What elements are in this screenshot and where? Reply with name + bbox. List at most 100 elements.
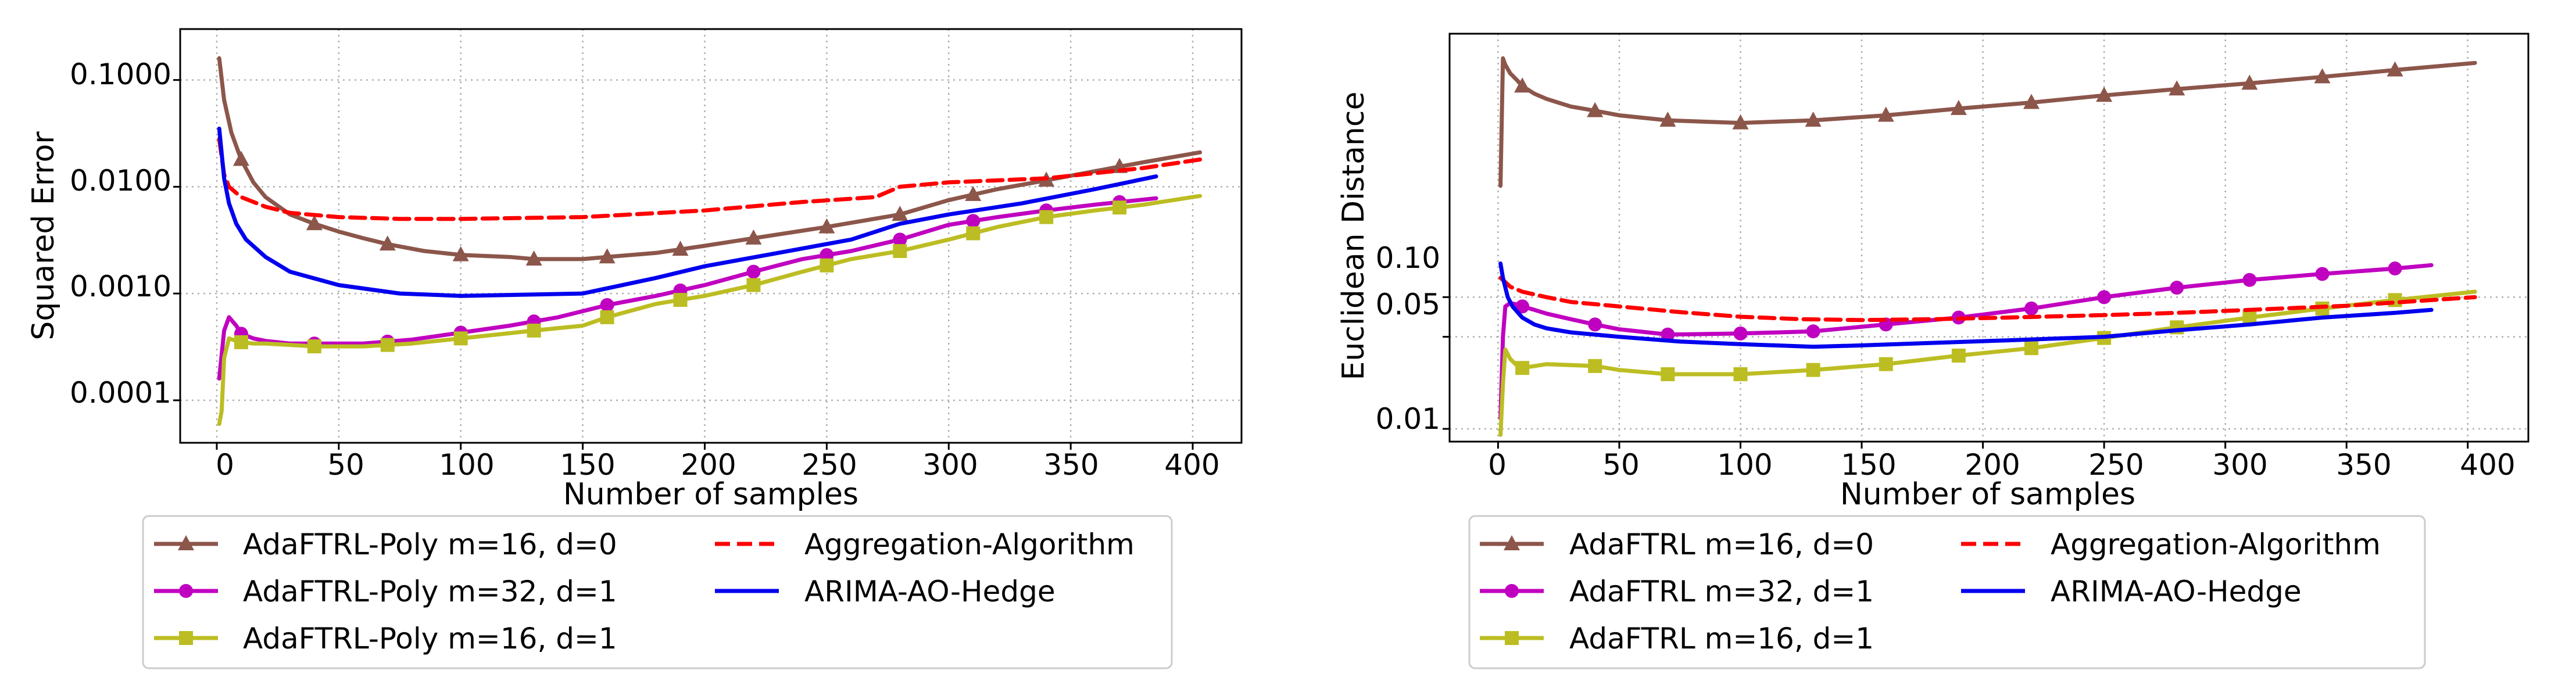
data-point-marker (745, 229, 762, 245)
data-point-marker (746, 278, 761, 292)
xtick-label: 100 (1717, 448, 1772, 482)
legend-label: ARIMA-AO-Hedge (804, 575, 1056, 608)
ytick-label: 0.01 (1376, 402, 1440, 436)
xtick-label: 200 (681, 448, 736, 482)
data-point-marker (893, 232, 907, 247)
data-point-marker (2241, 74, 2258, 90)
ytick-label: 0.0100 (70, 164, 171, 198)
data-point-marker (966, 226, 981, 241)
xtick-label: 250 (802, 448, 857, 482)
ytick-label: 0.05 (1376, 288, 1440, 321)
data-point-marker (1515, 361, 1530, 375)
data-point-marker (2097, 290, 2112, 304)
data-point-marker (2388, 293, 2402, 307)
legend-label: AdaFTRL m=16, d=0 (1569, 528, 1874, 561)
xtick-label: 400 (2460, 448, 2515, 482)
data-point-marker (1733, 367, 1748, 381)
data-point-marker (179, 631, 193, 645)
data-point-marker (2170, 281, 2184, 295)
data-point-marker (1588, 359, 1602, 373)
data-point-marker (818, 218, 835, 234)
series-line (1498, 56, 2477, 188)
data-point-marker (1588, 317, 1602, 332)
chart-euclidean-distance: 0.10 0.05 0.01 0 50 100 150 200 250 300 … (1336, 33, 2530, 669)
data-point-marker (2388, 261, 2402, 276)
data-point-marker (2169, 80, 2185, 96)
data-point-marker (453, 331, 468, 346)
data-point-marker (673, 293, 688, 307)
data-point-marker (2315, 267, 2330, 281)
series-line (1498, 289, 2477, 437)
xtick-label: 0 (216, 448, 234, 482)
data-point-marker (1733, 326, 1748, 341)
ticks (173, 79, 1194, 450)
data-point-marker (179, 584, 193, 598)
series-line (1498, 275, 2477, 322)
data-point-marker (306, 215, 323, 231)
ytick-label: 0.1000 (70, 58, 171, 91)
legend-label: AdaFTRL m=32, d=1 (1569, 575, 1874, 608)
data-point-marker (966, 214, 981, 228)
ytick-label: 0.0001 (70, 376, 171, 410)
data-point-marker (599, 248, 616, 264)
data-point-marker (1587, 102, 1604, 117)
legend-swatch (154, 535, 218, 550)
series-line (217, 126, 1158, 298)
legend-label: AdaFTRL-Poly m=32, d=1 (243, 575, 617, 608)
y-axis-label: Squared Error (26, 131, 61, 341)
gridlines (1450, 34, 2528, 442)
data-point-marker (746, 264, 761, 279)
series-line (217, 56, 1203, 261)
data-point-marker (892, 206, 908, 221)
data-point-marker (2242, 273, 2257, 287)
legend-swatch (154, 584, 218, 598)
xtick-label: 50 (327, 448, 364, 482)
xtick-label: 50 (1602, 448, 1640, 482)
data-point-marker (527, 323, 541, 338)
data-point-marker (965, 185, 982, 201)
data-point-marker (380, 338, 395, 352)
data-point-marker (1112, 200, 1127, 215)
data-point-marker (1039, 210, 1054, 224)
x-axis-label: Number of samples (1840, 477, 2135, 512)
data-point-marker (893, 244, 907, 259)
data-point-marker (1806, 324, 1820, 339)
legend: AdaFTRL-Poly m=16, d=0 AdaFTRL-Poly m=32… (142, 515, 1173, 669)
series-layer (217, 56, 1203, 427)
data-point-marker (1515, 299, 1530, 314)
data-point-marker (1806, 363, 1820, 377)
data-point-marker (232, 150, 249, 166)
legend-label: AdaFTRL m=16, d=1 (1569, 622, 1874, 655)
data-point-marker (234, 335, 248, 349)
ytick-label: 0.0010 (70, 270, 171, 303)
xtick-label: 400 (1164, 448, 1219, 482)
data-point-marker (1505, 584, 1519, 598)
data-point-marker (2314, 68, 2331, 84)
xtick-label: 350 (1043, 448, 1099, 482)
legend-frame (1468, 515, 2426, 669)
data-point-marker (1661, 327, 1675, 342)
xtick-label: 350 (2336, 448, 2391, 482)
data-point-marker (2024, 301, 2038, 316)
ticks (1443, 296, 2469, 449)
xtick-label: 300 (2212, 448, 2267, 482)
data-point-marker (1877, 106, 1894, 122)
legend-swatch (1480, 631, 1544, 645)
data-point-marker (452, 246, 469, 261)
data-point-marker (178, 535, 194, 550)
xtick-label: 200 (1965, 448, 2020, 482)
data-point-marker (600, 310, 614, 324)
data-point-marker (2023, 94, 2040, 109)
x-axis-label: Number of samples (563, 477, 858, 512)
data-point-marker (1805, 112, 1822, 127)
series-line (217, 193, 1203, 427)
plot-frame (179, 28, 1243, 444)
xtick-label: 100 (439, 448, 494, 482)
legend-label: Aggregation-Algorithm (2051, 528, 2381, 561)
legend-swatch (1480, 535, 1544, 550)
xtick-label: 150 (560, 448, 615, 482)
xtick-label: 300 (922, 448, 978, 482)
data-point-marker (1879, 357, 1893, 371)
data-point-marker (672, 241, 689, 256)
